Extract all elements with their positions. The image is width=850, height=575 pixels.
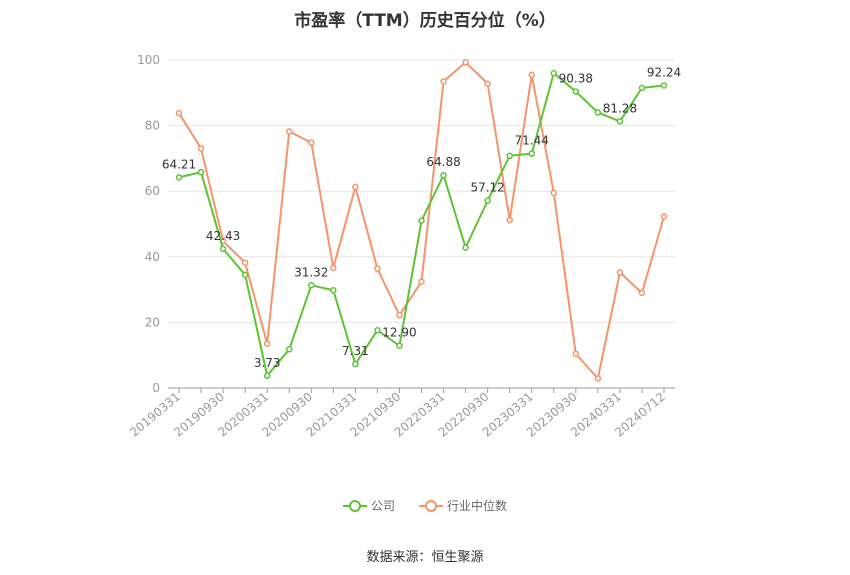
data-point bbox=[285, 128, 293, 135]
data-point bbox=[572, 350, 580, 358]
data-label: 71.44 bbox=[515, 134, 549, 148]
y-tick-label: 100 bbox=[137, 53, 160, 67]
data-point bbox=[418, 278, 425, 285]
data-label: 64.88 bbox=[426, 155, 460, 169]
data-point bbox=[330, 264, 337, 272]
legend: 公司 行业中位数 bbox=[0, 497, 850, 514]
legend-item-industry-median[interactable]: 行业中位数 bbox=[419, 497, 507, 514]
data-point bbox=[506, 152, 513, 160]
data-point bbox=[263, 372, 271, 380]
data-label: 12.90 bbox=[382, 326, 416, 340]
data-point bbox=[418, 217, 425, 224]
data-point bbox=[175, 174, 183, 181]
line-chart: 0204060801002019033120190930202003312020… bbox=[127, 53, 681, 440]
data-point bbox=[197, 145, 205, 152]
data-label: 31.32 bbox=[294, 265, 328, 279]
data-point bbox=[660, 213, 668, 220]
data-point bbox=[616, 118, 624, 125]
data-point bbox=[594, 109, 602, 116]
data-label: 92.24 bbox=[647, 65, 681, 79]
data-point bbox=[308, 139, 315, 146]
data-point bbox=[352, 360, 359, 368]
data-point bbox=[550, 69, 558, 77]
data-point bbox=[506, 216, 513, 224]
data-point bbox=[440, 78, 447, 85]
data-source: 数据来源：恒生聚源 bbox=[366, 550, 484, 565]
data-point bbox=[374, 265, 381, 272]
data-point bbox=[285, 346, 293, 353]
data-point bbox=[241, 271, 249, 279]
data-point bbox=[638, 84, 646, 92]
data-point bbox=[528, 71, 535, 79]
data-point bbox=[175, 109, 183, 117]
legend-industry-marker bbox=[419, 499, 443, 512]
y-tick-label: 0 bbox=[152, 381, 160, 395]
data-point bbox=[660, 82, 668, 89]
y-tick-label: 20 bbox=[145, 315, 160, 329]
data-point bbox=[352, 183, 359, 191]
data-point bbox=[462, 59, 469, 66]
data-point bbox=[528, 150, 535, 157]
data-point bbox=[263, 340, 271, 347]
data-point bbox=[572, 88, 580, 95]
data-point bbox=[197, 168, 205, 176]
data-label: 57.12 bbox=[470, 181, 504, 195]
data-label: 64.21 bbox=[162, 157, 196, 171]
data-point bbox=[484, 197, 491, 204]
data-label: 3.73 bbox=[254, 356, 281, 370]
data-point bbox=[462, 244, 469, 251]
data-point bbox=[374, 327, 381, 334]
y-tick-label: 40 bbox=[145, 250, 160, 264]
legend-industry-label: 行业中位数 bbox=[447, 499, 508, 513]
data-point bbox=[616, 269, 624, 276]
data-point bbox=[330, 287, 337, 294]
data-label: 42.43 bbox=[206, 229, 240, 243]
data-label: 90.38 bbox=[559, 72, 593, 86]
y-tick-label: 80 bbox=[145, 119, 160, 133]
data-point bbox=[594, 375, 602, 382]
legend-company-marker bbox=[342, 499, 367, 512]
legend-company-label: 公司 bbox=[370, 499, 395, 513]
data-point bbox=[396, 342, 403, 349]
y-tick-label: 60 bbox=[145, 184, 160, 198]
data-point bbox=[219, 245, 227, 253]
data-point bbox=[484, 80, 491, 87]
series-line-company bbox=[178, 72, 665, 377]
chart-title: 市盈率（TTM）历史百分位（%） bbox=[294, 11, 556, 31]
data-label: 81.28 bbox=[603, 101, 637, 115]
data-point bbox=[638, 289, 646, 297]
data-point bbox=[308, 282, 315, 289]
data-point bbox=[550, 189, 558, 197]
legend-item-company[interactable]: 公司 bbox=[342, 497, 395, 514]
data-label: 7.31 bbox=[342, 344, 369, 358]
data-point bbox=[440, 171, 447, 179]
data-point bbox=[396, 311, 403, 319]
data-point bbox=[241, 259, 249, 266]
